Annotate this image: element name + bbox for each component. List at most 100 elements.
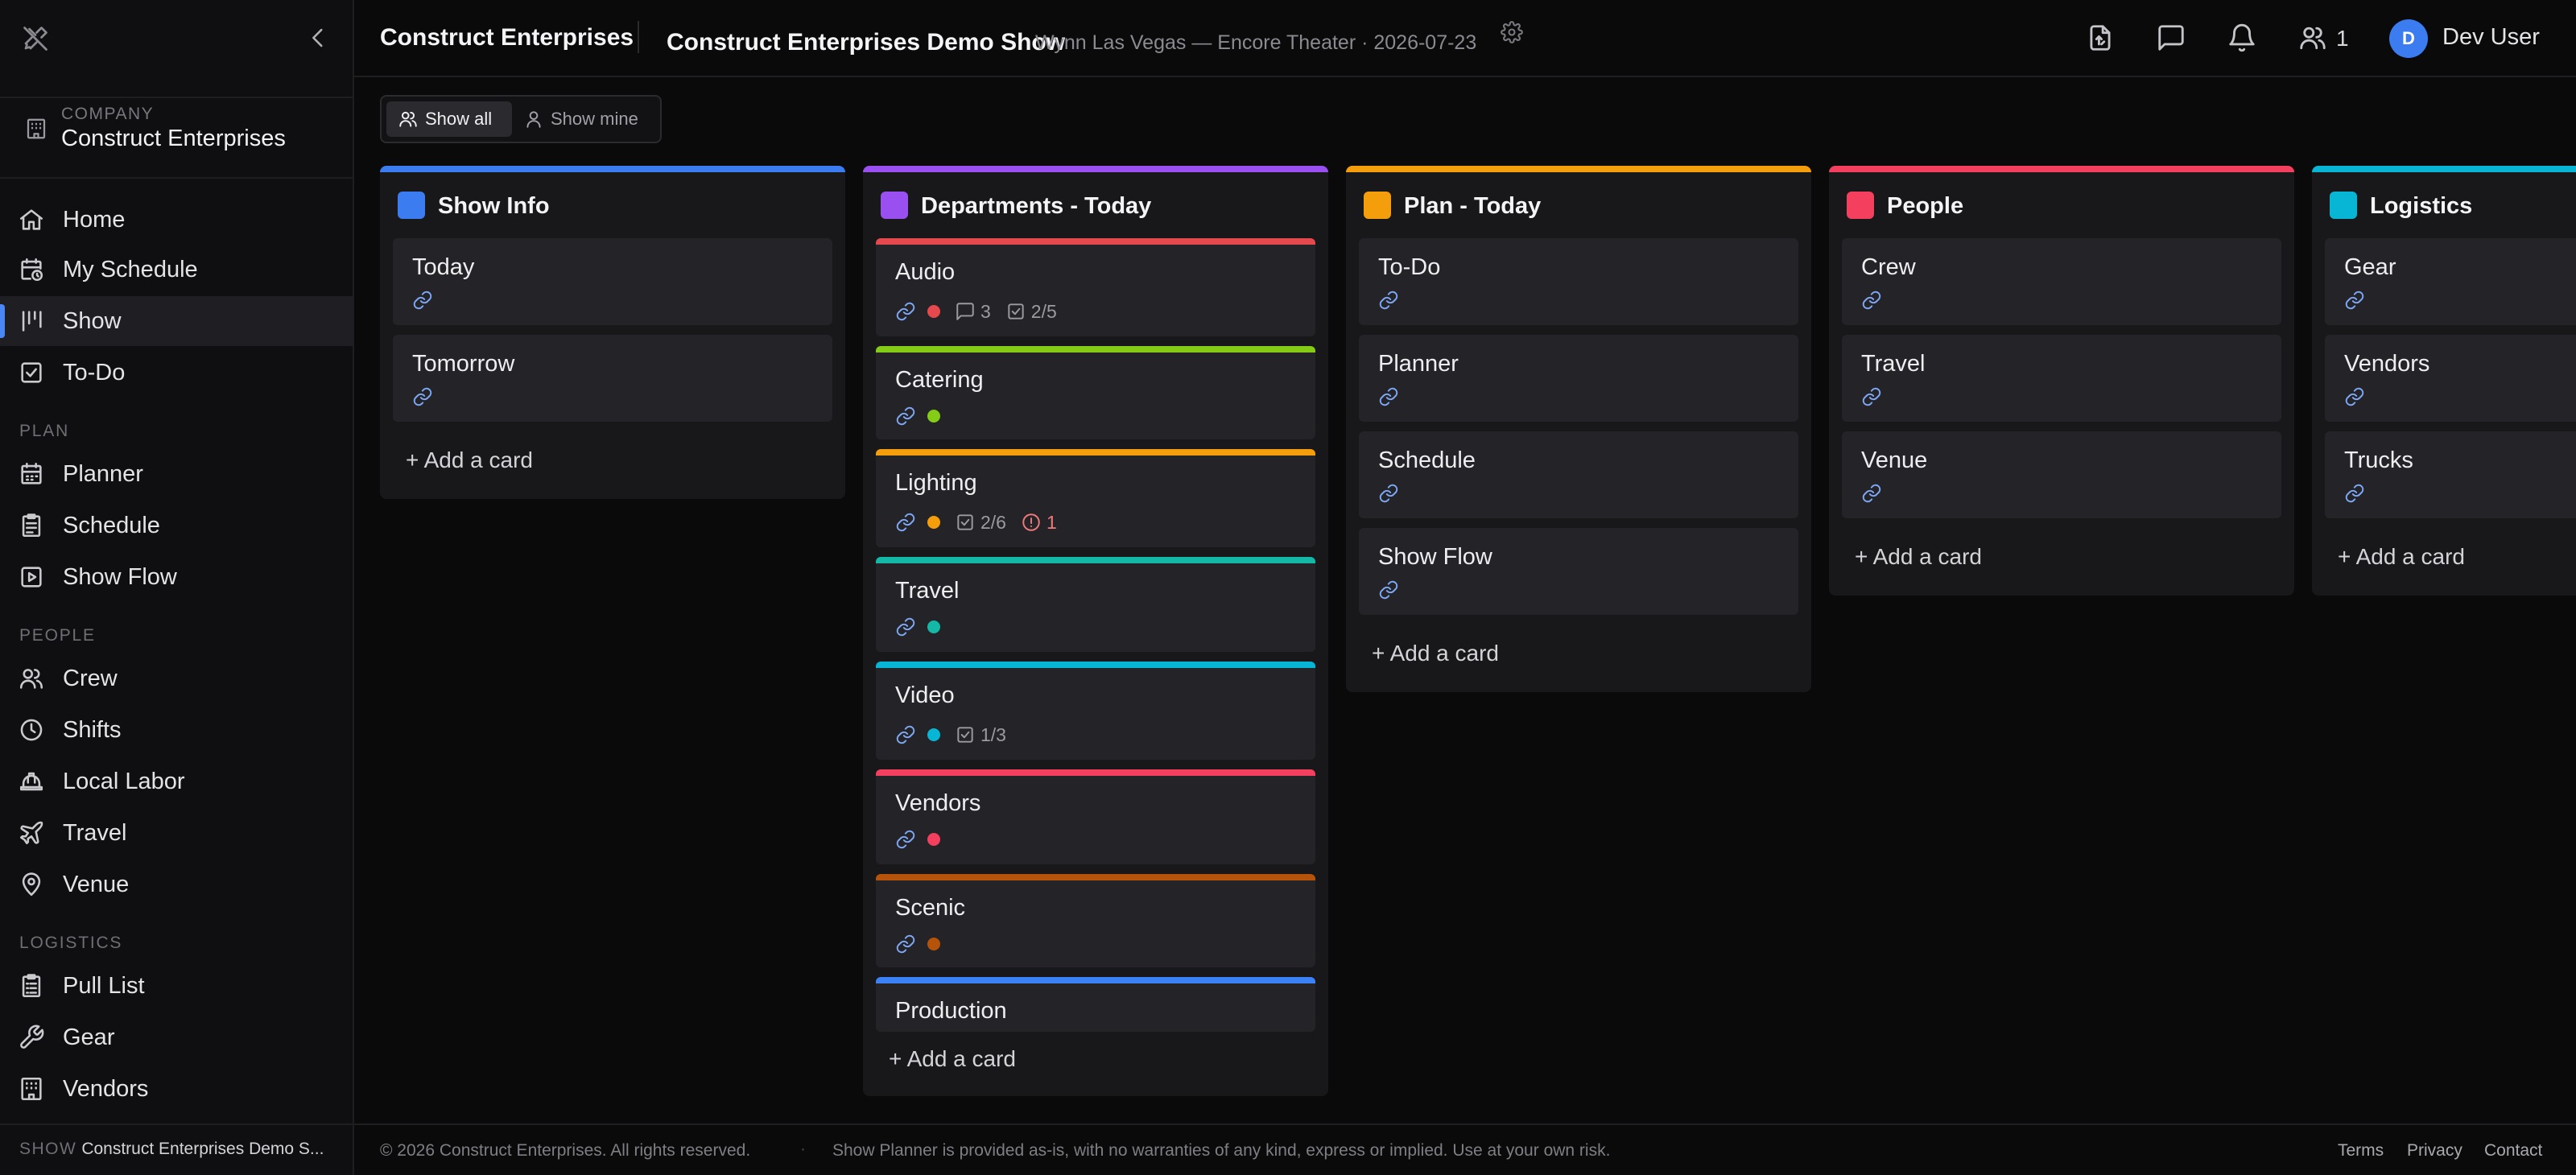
status-dot — [927, 620, 940, 633]
card-meta — [1378, 385, 1399, 409]
board-card[interactable]: Schedule — [1359, 431, 1798, 518]
board-card[interactable]: Show Flow — [1359, 528, 1798, 615]
column-color-swatch — [2330, 192, 2357, 219]
board-card[interactable]: Venue — [1842, 431, 2281, 518]
company-switcher[interactable]: COMPANY Construct Enterprises — [0, 97, 353, 179]
sidebar: COMPANY Construct Enterprises Home My Sc… — [0, 0, 354, 1175]
card-title: Catering — [895, 367, 984, 393]
card-color-bar — [876, 769, 1315, 776]
board-card[interactable]: Today — [393, 238, 832, 325]
card-title: Travel — [895, 578, 960, 604]
board-column-logistics: Logistics Gear Vendors Trucks + Add a ca… — [2312, 166, 2576, 596]
sidebar-item-label: Schedule — [63, 512, 160, 538]
sidebar-item-gear[interactable]: Gear — [0, 1012, 353, 1062]
column-header[interactable]: Logistics — [2312, 172, 2576, 233]
board-card[interactable]: Trucks — [2325, 431, 2576, 518]
link-icon — [1379, 484, 1398, 503]
link-icon — [1379, 291, 1398, 310]
show-mine-button[interactable]: Show mine — [514, 101, 658, 137]
users-icon — [18, 665, 45, 692]
sidebar-item-to-do[interactable]: To-Do — [0, 348, 353, 398]
sidebar-item-home[interactable]: Home — [0, 195, 353, 245]
sidebar-item-shifts[interactable]: Shifts — [0, 705, 353, 755]
add-card-button[interactable]: + Add a card — [1372, 641, 1500, 666]
card-meta: 3 2/5 — [895, 299, 1057, 324]
column-color-bar — [2312, 166, 2576, 172]
sidebar-item-local-labor[interactable]: Local Labor — [0, 757, 353, 806]
column-header[interactable]: Show Info — [380, 172, 845, 233]
column-header[interactable]: Plan - Today — [1346, 172, 1811, 233]
board-card[interactable]: Vendors — [876, 769, 1315, 864]
show-meta: Wynn Las Vegas — Encore Theater · 2026-0… — [1035, 31, 1477, 54]
sidebar-item-label: Planner — [63, 460, 143, 487]
status-dot — [927, 516, 940, 529]
board-card[interactable]: To-Do — [1359, 238, 1798, 325]
card-meta — [895, 932, 940, 956]
calendar-clock-icon — [18, 256, 45, 283]
card-title: Travel — [1861, 351, 1926, 377]
card-color-bar — [876, 874, 1315, 880]
column-color-bar — [1346, 166, 1811, 172]
show-all-button[interactable]: Show all — [386, 101, 512, 137]
add-card-button[interactable]: + Add a card — [2338, 544, 2466, 569]
add-card-button[interactable]: + Add a card — [889, 1046, 1017, 1071]
board-card[interactable]: Planner — [1359, 335, 1798, 422]
sidebar-item-venue[interactable]: Venue — [0, 860, 353, 909]
footer: © 2026 Construct Enterprises. All rights… — [354, 1123, 2576, 1175]
card-meta: 1/3 — [895, 723, 1006, 747]
copyright: © 2026 Construct Enterprises. All rights… — [380, 1141, 751, 1160]
card-title: Vendors — [895, 790, 981, 816]
card-color-bar — [876, 449, 1315, 456]
sidebar-item-pull-list[interactable]: Pull List — [0, 961, 353, 1011]
card-title: Schedule — [1378, 447, 1476, 473]
board-card[interactable]: Tomorrow — [393, 335, 832, 422]
file-transfer-icon[interactable] — [2085, 23, 2116, 53]
hard-hat-icon — [18, 768, 45, 795]
sidebar-item-crew[interactable]: Crew — [0, 653, 353, 703]
header-company-name[interactable]: Construct Enterprises — [380, 24, 634, 51]
add-card-button[interactable]: + Add a card — [406, 447, 534, 472]
link-icon — [896, 617, 915, 637]
board-card[interactable]: Lighting 2/6 1 — [876, 449, 1315, 547]
column-header[interactable]: Departments - Today — [863, 172, 1328, 233]
checkbox-icon — [18, 359, 45, 386]
sidebar-item-show[interactable]: Show — [0, 296, 353, 346]
column-title: Departments - Today — [921, 193, 1152, 219]
board-card[interactable]: Production — [876, 977, 1315, 1032]
checklist-icon — [957, 514, 973, 530]
sidebar-item-label: My Schedule — [63, 256, 198, 282]
board-card[interactable]: Travel — [876, 557, 1315, 652]
board-card[interactable]: Crew — [1842, 238, 2281, 325]
sidebar-item-vendors[interactable]: Vendors — [0, 1064, 353, 1114]
sidebar-item-label: Gear — [63, 1024, 115, 1050]
sidebar-item-show-flow[interactable]: Show Flow — [0, 552, 353, 602]
sidebar-item-travel[interactable]: Travel — [0, 808, 353, 858]
board-card[interactable]: Catering — [876, 346, 1315, 439]
sidebar-item-label: Shifts — [63, 716, 122, 743]
settings-gear-icon[interactable] — [1501, 21, 1523, 43]
board-card[interactable]: Video 1/3 — [876, 662, 1315, 760]
user-name[interactable]: Dev User — [2442, 24, 2540, 50]
sidebar-item-label: Crew — [63, 665, 118, 691]
card-meta — [1378, 481, 1399, 505]
card-meta — [2344, 481, 2365, 505]
column-header[interactable]: People — [1829, 172, 2294, 233]
avatar[interactable]: D — [2389, 19, 2428, 58]
users-icon[interactable] — [2297, 23, 2328, 53]
sidebar-item-schedule[interactable]: Schedule — [0, 501, 353, 550]
board-card[interactable]: Audio 3 2/5 — [876, 238, 1315, 336]
chat-icon[interactable] — [2156, 23, 2186, 53]
bell-icon[interactable] — [2227, 23, 2257, 53]
sidebar-item-my-schedule[interactable]: My Schedule — [0, 245, 353, 295]
privacy-link[interactable]: Privacy — [2407, 1141, 2462, 1160]
sidebar-item-planner[interactable]: Planner — [0, 449, 353, 499]
chevron-left-icon[interactable] — [304, 24, 332, 52]
contact-link[interactable]: Contact — [2484, 1141, 2543, 1160]
board-card[interactable]: Vendors — [2325, 335, 2576, 422]
board-card[interactable]: Travel — [1842, 335, 2281, 422]
add-card-button[interactable]: + Add a card — [1855, 544, 1983, 569]
terms-link[interactable]: Terms — [2338, 1141, 2384, 1160]
board-card[interactable]: Gear — [2325, 238, 2576, 325]
current-show-indicator[interactable]: SHOW Construct Enterprises Demo S... — [0, 1123, 353, 1175]
board-card[interactable]: Scenic — [876, 874, 1315, 967]
